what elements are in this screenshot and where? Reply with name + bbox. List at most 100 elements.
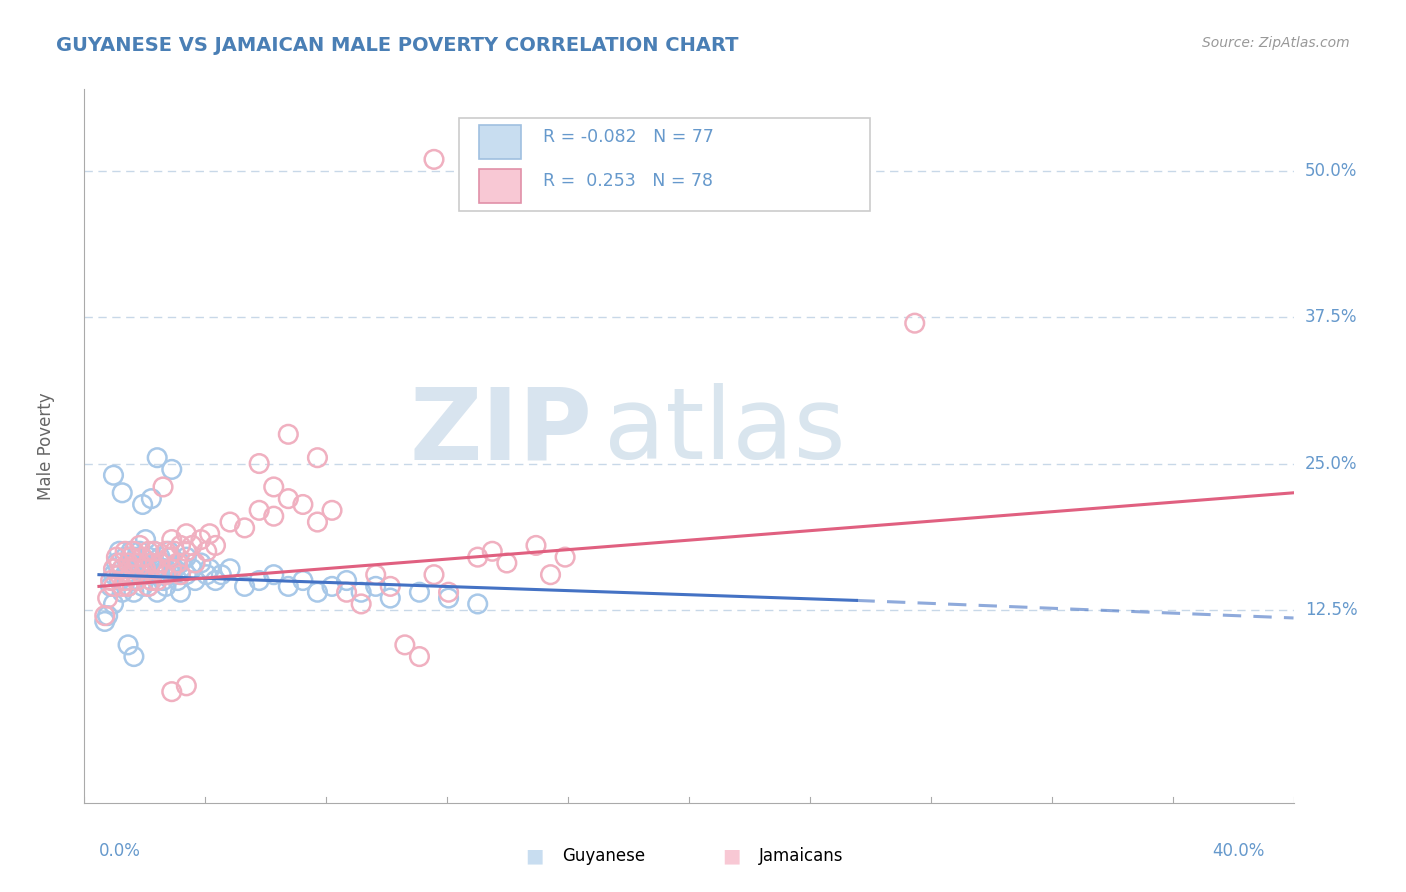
Point (219, 562, 242, 576)
Point (554, 550, 576, 565)
Text: 37.5%: 37.5% (1305, 309, 1357, 326)
Point (94, 615, 117, 629)
Point (125, 556, 148, 570)
Point (152, 480, 174, 494)
Point (114, 544, 136, 558)
Point (233, 579, 256, 593)
Point (138, 579, 160, 593)
Point (181, 562, 204, 576)
Point (135, 533, 157, 547)
Point (277, 491, 299, 506)
Point (105, 550, 128, 565)
Point (247, 503, 270, 517)
Point (155, 579, 177, 593)
Point (146, 574, 169, 588)
Point (143, 562, 166, 576)
Point (181, 538, 204, 552)
Point (131, 550, 153, 565)
Point (307, 450, 329, 465)
Point (111, 562, 134, 576)
Point (120, 550, 142, 565)
Point (166, 556, 188, 570)
Point (524, 538, 547, 552)
Point (350, 597, 373, 611)
Point (122, 562, 145, 576)
Point (122, 556, 145, 570)
Point (155, 544, 177, 558)
Point (184, 574, 207, 588)
Point (219, 515, 242, 529)
Point (149, 556, 172, 570)
Text: atlas: atlas (605, 384, 846, 480)
Point (108, 574, 131, 588)
Point (364, 579, 387, 593)
Point (467, 597, 489, 611)
Point (138, 550, 160, 565)
Point (143, 544, 166, 558)
Point (100, 579, 122, 593)
Point (131, 498, 153, 512)
Point (125, 574, 148, 588)
Point (141, 556, 163, 570)
Point (195, 567, 218, 582)
Point (233, 521, 256, 535)
Point (111, 485, 134, 500)
Text: 40.0%: 40.0% (1212, 842, 1264, 860)
Point (176, 544, 198, 558)
Point (155, 562, 177, 576)
Point (176, 567, 198, 582)
Point (336, 574, 359, 588)
Point (176, 550, 198, 565)
Point (108, 567, 131, 582)
Point (108, 556, 131, 570)
Text: ■: ■ (721, 847, 741, 866)
Point (155, 567, 177, 582)
Point (146, 567, 169, 582)
Point (122, 585, 145, 599)
Point (128, 544, 150, 558)
Point (114, 550, 136, 565)
FancyBboxPatch shape (478, 169, 520, 203)
Point (394, 638, 416, 652)
Point (307, 585, 329, 599)
Text: 0.0%: 0.0% (98, 842, 141, 860)
Point (160, 462, 183, 476)
Point (437, 591, 460, 605)
Point (117, 579, 139, 593)
Point (209, 567, 232, 582)
Point (146, 562, 169, 576)
Point (125, 567, 148, 582)
Point (321, 579, 343, 593)
Text: Source: ZipAtlas.com: Source: ZipAtlas.com (1202, 36, 1350, 50)
Point (263, 480, 285, 494)
Point (135, 562, 157, 576)
Point (125, 550, 148, 565)
Point (146, 585, 169, 599)
Point (423, 153, 446, 167)
Point (437, 585, 460, 599)
Point (105, 556, 128, 570)
Text: R = -0.082   N = 77: R = -0.082 N = 77 (543, 128, 713, 146)
Text: 25.0%: 25.0% (1305, 455, 1357, 473)
Point (160, 550, 183, 565)
Text: Guyanese: Guyanese (562, 847, 645, 865)
Point (195, 544, 218, 558)
Point (204, 538, 226, 552)
Point (111, 579, 134, 593)
Point (131, 556, 153, 570)
Point (97, 591, 120, 605)
Point (169, 556, 191, 570)
Point (108, 544, 131, 558)
Point (146, 450, 169, 465)
Point (128, 562, 150, 576)
Point (495, 556, 517, 570)
Point (307, 515, 329, 529)
Point (380, 579, 402, 593)
Point (423, 567, 446, 582)
Point (103, 562, 125, 576)
Point (163, 562, 186, 576)
Point (103, 597, 125, 611)
Point (103, 579, 125, 593)
Point (263, 509, 285, 524)
Point (291, 574, 314, 588)
